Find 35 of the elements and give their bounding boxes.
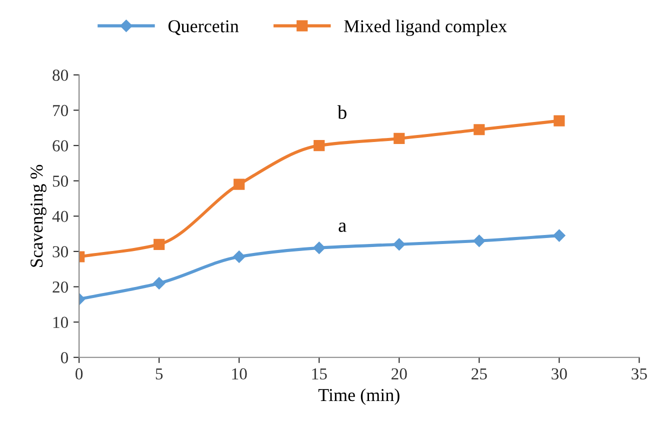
y-tick-label: 10 (53, 316, 68, 328)
annotation: a (338, 222, 346, 232)
y-tick-label: 50 (52, 176, 68, 187)
y-tick-label: 60 (52, 140, 68, 152)
point (313, 242, 326, 254)
x-tick-label: 25 (472, 368, 487, 380)
y-tick-label: 30 (52, 246, 68, 258)
x-tick-label: 20 (392, 368, 407, 380)
y-axis-title: Scavenging % (30, 164, 46, 267)
point (154, 238, 165, 250)
x-axis-title: Time (min) (318, 388, 400, 405)
y-tick-label: 20 (52, 281, 68, 293)
x-tick-label: 10 (232, 368, 247, 380)
x-tick-label: 0 (76, 368, 83, 380)
legend-label: Mixed ligand complex (344, 20, 507, 36)
point (394, 132, 405, 144)
point (474, 124, 485, 136)
x-tick-label: 15 (312, 368, 327, 380)
point (554, 115, 565, 126)
point (233, 250, 246, 263)
x-tick-label: 30 (552, 368, 567, 380)
y-tick-label: 0 (60, 352, 68, 364)
point (393, 238, 406, 250)
y-tick-label: 70 (53, 104, 68, 116)
annotation: b (337, 105, 346, 119)
point (234, 178, 245, 190)
point (553, 229, 566, 242)
point (153, 277, 166, 290)
x-tick-label: 35 (632, 368, 647, 380)
point (473, 234, 486, 247)
y-tick-label: 80 (52, 70, 68, 81)
legend-label: Quercetin (168, 20, 239, 36)
point (314, 140, 325, 152)
y-tick-label: 40 (52, 210, 68, 222)
x-tick-label: 5 (156, 368, 163, 380)
